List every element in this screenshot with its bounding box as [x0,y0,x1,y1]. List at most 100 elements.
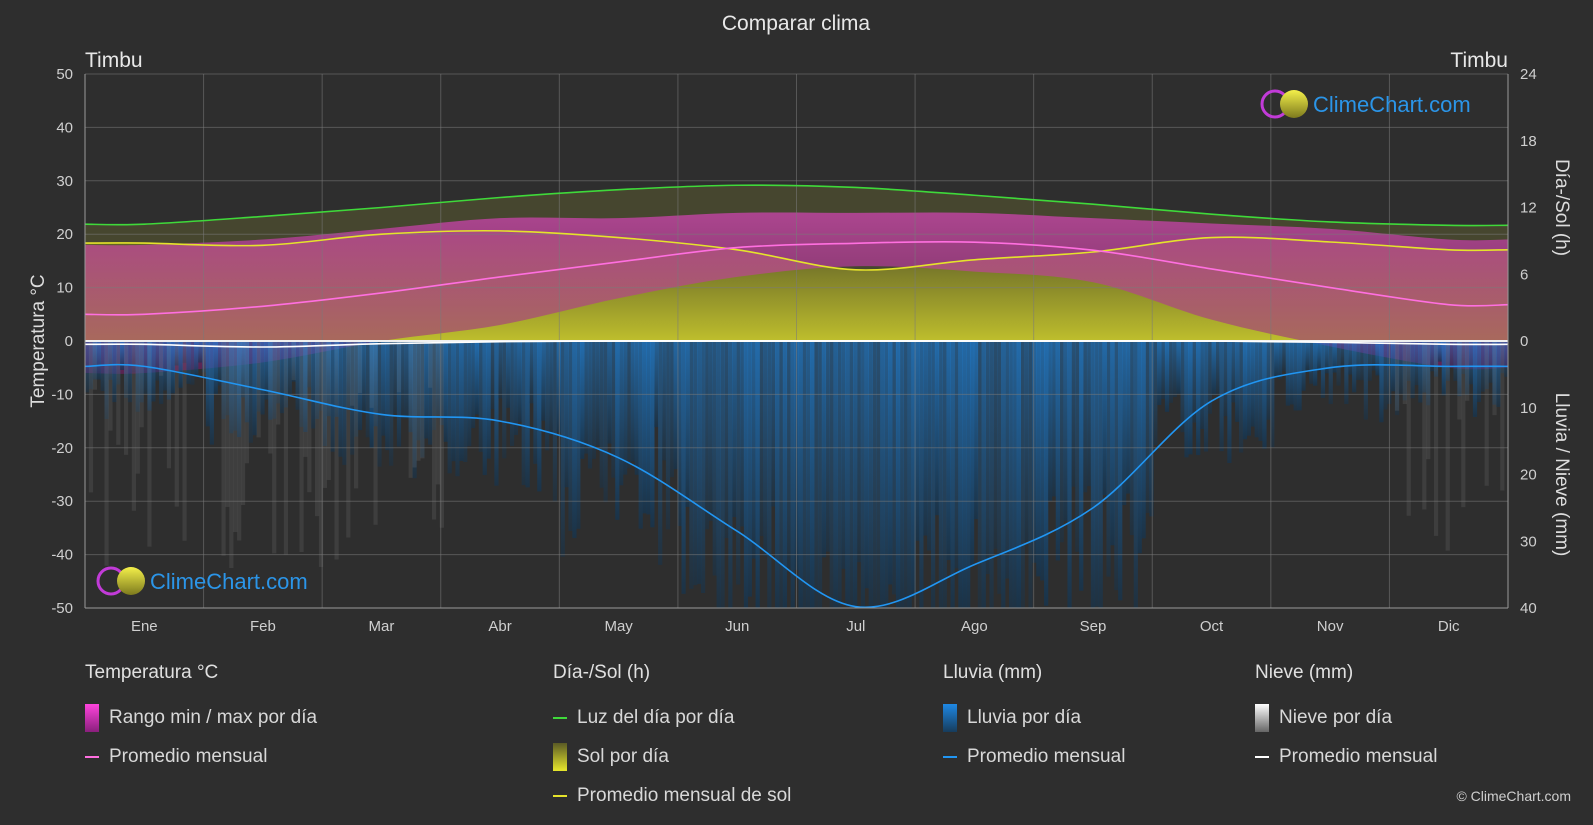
snow-day-bar [318,341,324,567]
y-tick-label-right-top: 6 [1520,266,1528,283]
rain-day-bar [1379,341,1384,423]
rain-day-bar [1044,341,1049,606]
snow-day-bar [307,341,312,493]
rain-day-bar [451,341,456,462]
legend-label: Promedio mensual [109,745,268,767]
sunshine-mean-line [84,229,1509,271]
rain-day-bar [1500,341,1505,374]
rain-day-bar [630,341,636,462]
rain-day-bar [767,341,772,608]
rain-day-bar [342,341,347,465]
rain-day-bar [1336,341,1341,386]
legend-item-sunshine-mean: Promedio mensual de sol [553,776,791,815]
rain-day-bar [264,341,269,400]
rain-day-bar [623,341,628,475]
x-tick-label: Feb [250,618,276,635]
rain-day-bar [646,341,651,515]
rain-day-bar [892,341,897,595]
rain-day-bar [1063,341,1068,522]
snow-day-bar [276,341,281,425]
rain-day-bar [876,341,881,608]
x-tick-label: Sep [1080,618,1107,635]
rain-day-bar [681,341,686,594]
rain-day-bar [899,341,905,608]
snow-day-bar [237,341,242,541]
legend-label: Promedio mensual [967,745,1126,767]
snow-day-bar [346,341,351,538]
x-tick-label: May [604,618,633,635]
legend-header-daylight: Día-/Sol (h) [553,662,651,683]
rain-day-bar [1355,341,1361,381]
rain-day-bar [560,341,565,557]
legend-item-snow-mean: Promedio mensual [1255,737,1437,776]
rain-day-bar [1001,341,1006,608]
rain-day-bar [1410,341,1415,399]
x-tick-label: Oct [1200,618,1224,635]
rain-day-bar [1172,341,1177,398]
rain-day-bar [198,341,203,363]
rain-day-bar [443,341,448,442]
snow-day-bar [272,341,277,554]
rain-day-bar [962,341,967,608]
rain-day-bar [619,341,624,486]
rain-day-bar [1289,341,1294,405]
rain-day-bar [1309,341,1314,384]
y-tick-label-right-bottom: 20 [1520,467,1537,484]
snow-day-bar [244,341,250,464]
rain-day-bar [365,341,370,438]
rain-day-bar [1203,341,1209,452]
snow-day-bar [322,341,328,488]
rain-day-bar [704,341,710,530]
rain-day-bar [677,341,682,526]
rain-day-bar [1453,341,1458,381]
rain-day-bar [919,341,924,608]
rain-day-bar [1086,341,1092,487]
brand-text-top: ClimeChart.com [1313,92,1471,117]
rain-day-bar [143,341,148,394]
rain-day-bar [279,341,285,414]
rain-day-bar [1176,341,1181,394]
rain-day-bar [517,341,522,422]
rain-day-bar [529,341,534,404]
brand-logo-bottom: ClimeChart.com [96,566,308,596]
rain-day-bar [478,341,483,452]
rain-day-bar [447,341,452,474]
snow-day-bar [373,341,378,525]
rain-day-bar [911,341,916,598]
snow-day-bar [131,341,136,511]
snow-day-bar [233,341,238,533]
rain-day-bar [116,341,121,385]
rain-day-bar [997,341,1002,594]
rain-day-bar [1098,341,1103,608]
rain-day-bar [993,341,998,549]
rain-day-bar [1305,341,1310,371]
rain-day-bar [1488,341,1493,383]
rain-day-bar [1266,341,1271,420]
rain-day-bar [96,341,101,380]
rain-day-bar [1180,341,1185,433]
rain-day-bar [205,341,211,427]
rain-day-bar [638,341,643,529]
copyright: © ClimeChart.com [1456,788,1571,804]
rain-day-bar [958,341,963,608]
snow-day-bar [315,341,320,517]
rain-day-bar [1496,341,1501,407]
rain-day-bar [969,341,975,565]
rain-day-bar [1102,341,1107,496]
rain-day-bar [194,341,199,376]
rain-day-bar [174,341,179,366]
rain-day-bar [1137,341,1142,554]
rain-day-bar [439,341,444,425]
rain-day-bar [1005,341,1010,579]
rain-day-bar [127,341,133,403]
city-left: Timbu [85,49,143,72]
rain-day-bar [1153,341,1158,445]
logo-sun-icon [1280,90,1308,118]
rain-day-bar [934,341,940,516]
rain-day-bar [1008,341,1014,608]
y-axis-title-right-bottom: Lluvia / Nieve (mm) [1551,393,1572,557]
x-tick-label: Jun [725,618,749,635]
snow-day-bar [428,341,433,388]
rain-day-bar [373,341,378,427]
legend-header-snow: Nieve (mm) [1255,662,1354,683]
